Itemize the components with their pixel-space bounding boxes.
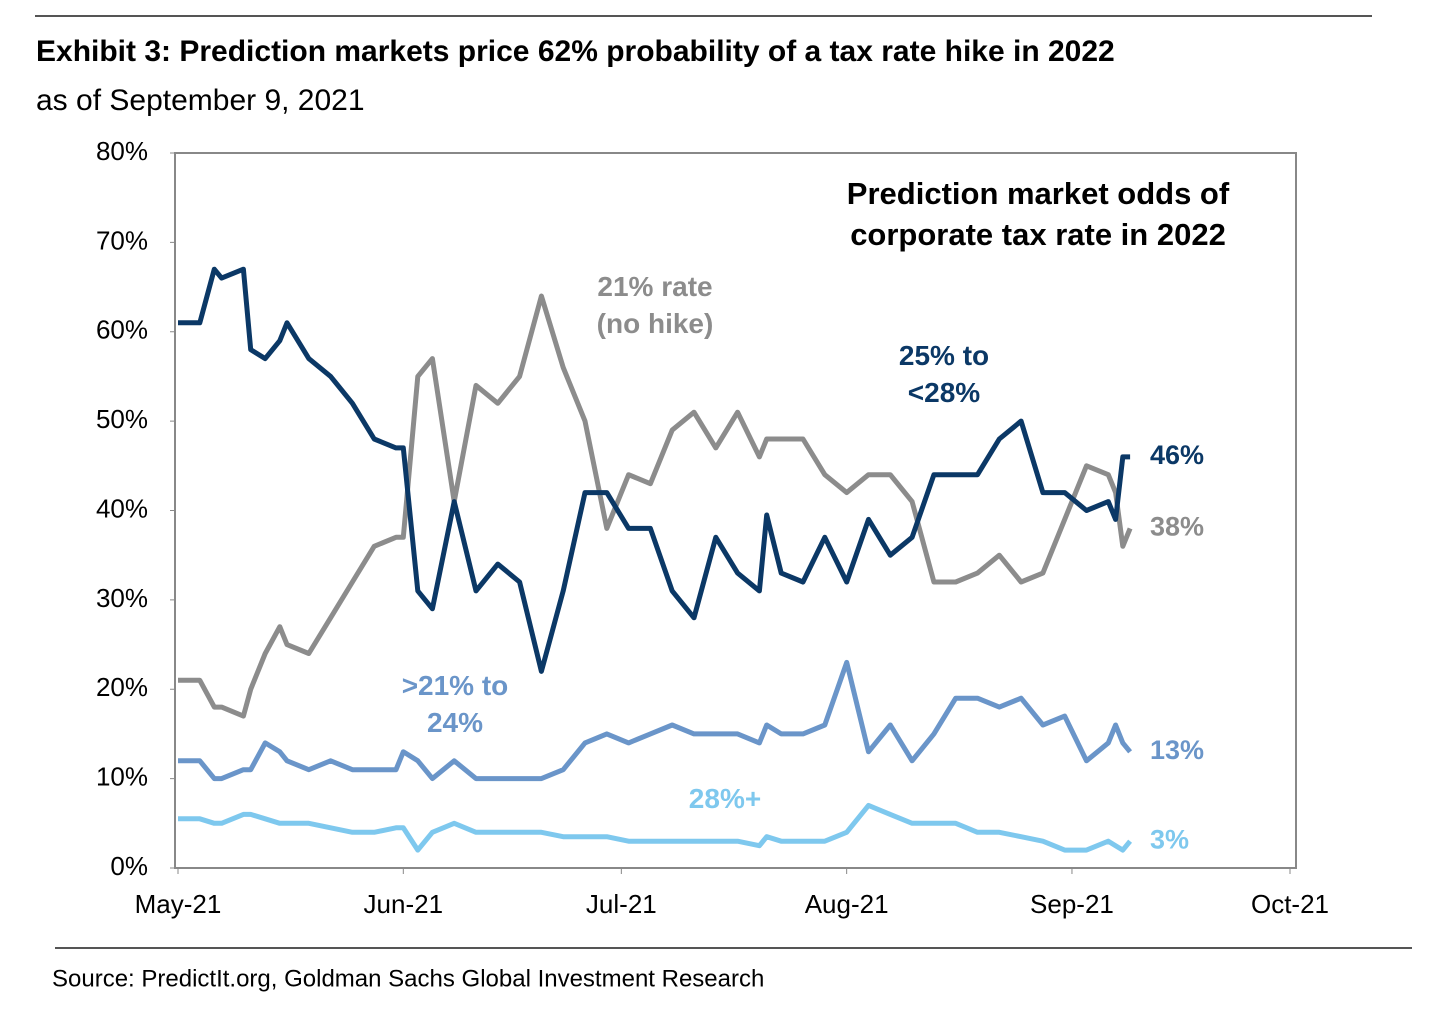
y-tick-label: 60%: [96, 315, 148, 345]
y-tick-label: 40%: [96, 493, 148, 523]
end-label: 46%: [1150, 440, 1204, 470]
chart-subtitle: as of September 9, 2021: [36, 84, 365, 117]
series-line: [178, 802, 1133, 853]
source-note: Source: PredictIt.org, Goldman Sachs Glo…: [52, 965, 764, 992]
series-label: 21% rate (no hike): [596, 271, 714, 339]
y-tick-label: 20%: [96, 672, 148, 702]
y-tick-label: 0%: [110, 851, 148, 881]
y-tick-label: 70%: [96, 225, 148, 255]
series-line: [178, 293, 1133, 719]
series-line: [178, 659, 1133, 782]
end-label: 13%: [1150, 735, 1204, 765]
x-tick-label: Jun-21: [364, 889, 444, 919]
x-tick-label: Oct-21: [1251, 889, 1329, 919]
series-label: >21% to 24%: [401, 670, 509, 738]
y-tick-label: 50%: [96, 404, 148, 434]
series-label: 25% to <28%: [898, 340, 990, 408]
end-label: 3%: [1150, 824, 1189, 854]
x-tick-label: Sep-21: [1030, 889, 1114, 919]
y-tick-label: 80%: [96, 136, 148, 166]
x-tick-label: Jul-21: [586, 889, 657, 919]
annotation: Prediction market odds of corporate tax …: [846, 176, 1230, 252]
end-label: 38%: [1150, 512, 1204, 542]
x-tick-label: May-21: [135, 889, 222, 919]
series-line: [178, 266, 1131, 674]
y-tick-label: 10%: [96, 762, 148, 792]
plot-frame: [174, 152, 1297, 869]
x-tick-label: Aug-21: [805, 889, 889, 919]
chart-title: Exhibit 3: Prediction markets price 62% …: [36, 35, 1115, 68]
y-tick-label: 30%: [96, 583, 148, 613]
series-label: 28%+: [688, 783, 762, 814]
